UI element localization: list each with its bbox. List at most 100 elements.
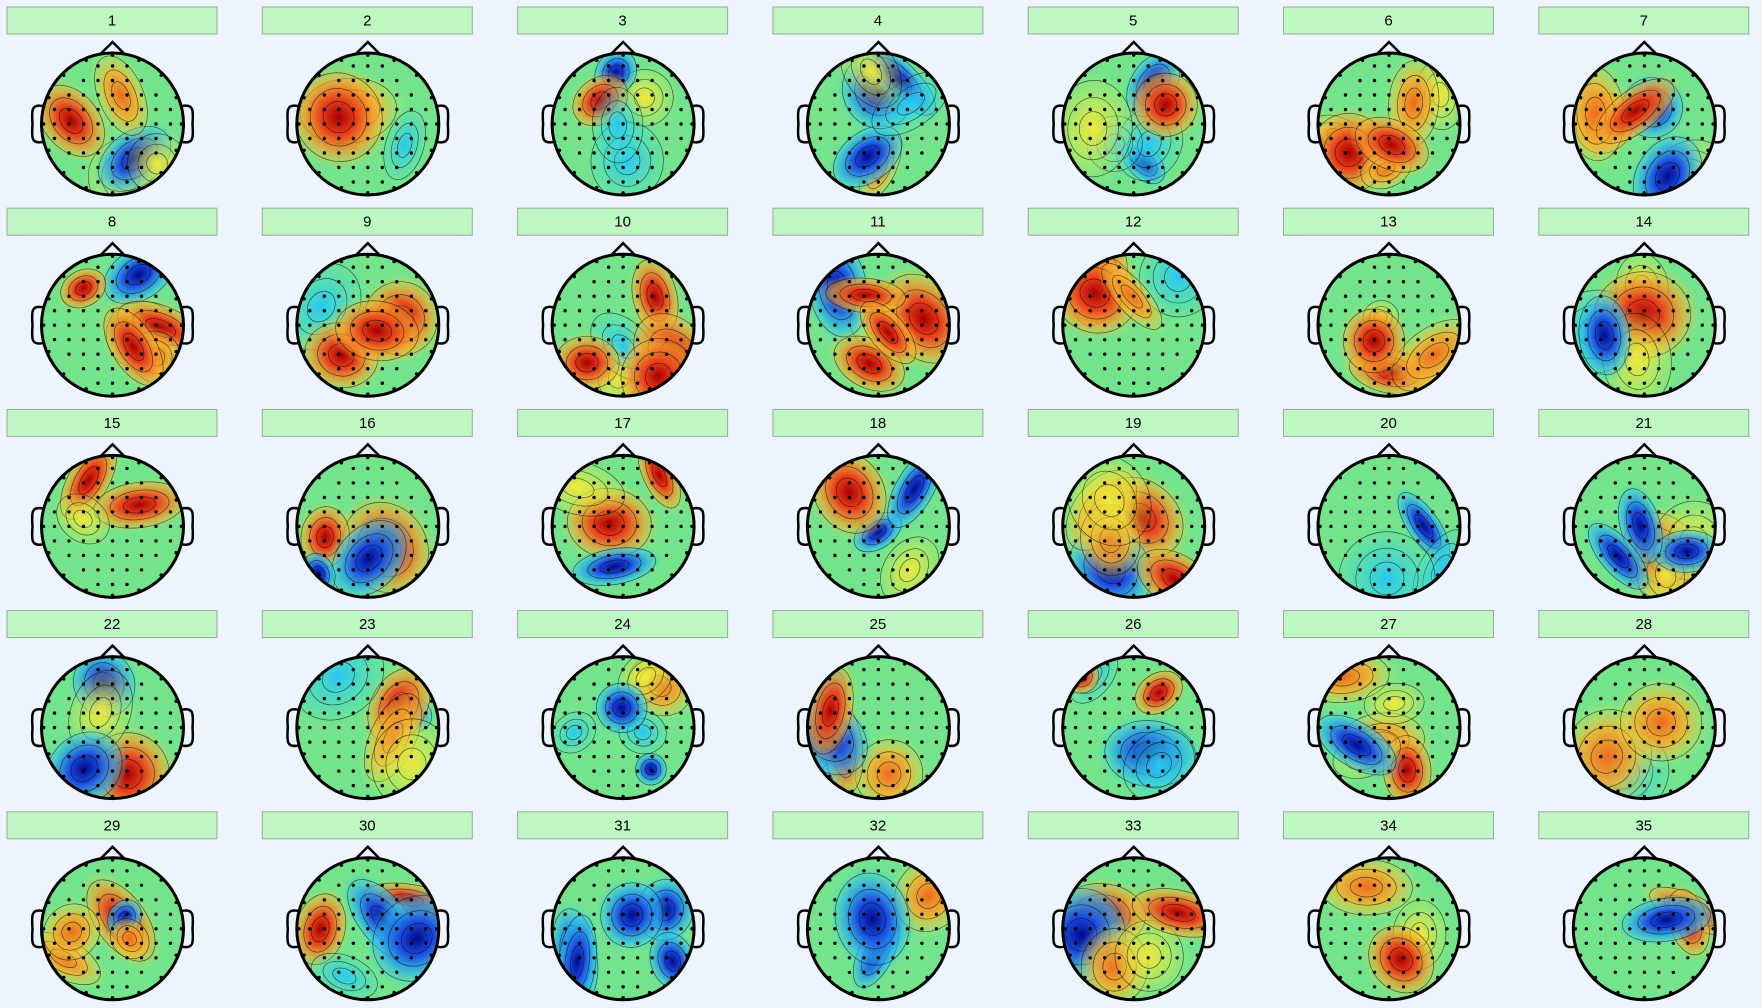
electrode [409, 740, 413, 744]
contour-line [1389, 947, 1414, 972]
electrode [1401, 93, 1406, 97]
component-panel: 7 [1538, 6, 1750, 197]
electrode [1642, 553, 1647, 558]
electrode [920, 495, 924, 500]
electrode [110, 582, 115, 587]
electrode [1657, 912, 1661, 916]
electrode [1103, 553, 1107, 558]
contour-line [1609, 89, 1661, 133]
electrode [395, 151, 399, 155]
contour-line [372, 895, 439, 982]
electrode [1117, 481, 1121, 485]
contour-line [1349, 877, 1384, 898]
electrode [1372, 524, 1377, 529]
electrode [1103, 725, 1107, 730]
electrode [1132, 711, 1136, 715]
scalp-map [296, 53, 439, 195]
electrode [1584, 338, 1589, 342]
electrode [818, 309, 823, 313]
panel-title-bar [1283, 811, 1494, 840]
electrode [1103, 323, 1107, 327]
nose [865, 643, 892, 659]
electrode [110, 985, 115, 989]
electrode [577, 338, 582, 342]
right-ear [1458, 104, 1471, 144]
electrode [679, 338, 683, 342]
electrode [606, 754, 611, 759]
scalp-map [1318, 53, 1460, 195]
panel-title: 22 [104, 616, 121, 633]
electrode [337, 338, 341, 342]
electrode [1103, 352, 1107, 356]
electrode [1416, 294, 1420, 298]
electrode [395, 553, 399, 558]
panel-title-bar [517, 610, 729, 639]
electrode [664, 539, 669, 543]
electrode [1657, 783, 1661, 788]
electrode [322, 898, 326, 902]
electrode [351, 869, 355, 873]
electrode [1416, 136, 1420, 141]
electrode [934, 338, 939, 342]
electrode [862, 122, 866, 126]
contour-line [592, 86, 644, 164]
map-blob [1362, 920, 1440, 999]
electrode [154, 294, 158, 298]
component-panel: 19 [1027, 408, 1239, 599]
electrode [67, 941, 71, 945]
scalp-map [1573, 857, 1716, 1000]
electrode [1132, 941, 1136, 945]
electrode [621, 883, 625, 887]
electrode [1372, 568, 1377, 572]
component-panel: 18 [772, 408, 984, 599]
electrode [862, 740, 866, 744]
electrode [1117, 898, 1121, 902]
panel-title: 17 [614, 415, 631, 432]
electrode [1146, 883, 1150, 887]
scalp-map [1062, 53, 1205, 195]
electrode [395, 338, 399, 342]
electrode [380, 682, 384, 686]
electrode [395, 696, 399, 701]
contour-line [645, 763, 657, 776]
electrode [635, 725, 640, 730]
electrode [818, 136, 823, 141]
electrode [1161, 165, 1165, 170]
contour-line [1143, 678, 1175, 707]
electrode [1599, 294, 1603, 298]
electrode [322, 524, 326, 529]
electrode [1430, 93, 1435, 97]
electrode [52, 136, 57, 141]
electrode [679, 524, 683, 529]
electrode [96, 883, 100, 887]
electrode [322, 711, 326, 715]
electrode [81, 122, 86, 126]
electrode [1358, 927, 1362, 931]
electrode [337, 539, 341, 543]
electrode [154, 912, 158, 916]
electrode [1103, 740, 1107, 744]
head-outline [40, 655, 185, 801]
electrode [351, 78, 355, 83]
electrode [380, 165, 384, 170]
electrode [1584, 510, 1589, 514]
panel-title-bar [261, 207, 473, 236]
panel-title-bar [772, 811, 984, 840]
electrode [1642, 367, 1647, 371]
electrode [847, 754, 852, 759]
electrode [1430, 912, 1435, 916]
contour-line [587, 553, 642, 580]
electrode [125, 883, 129, 887]
electrode [621, 682, 625, 686]
electrode [1700, 309, 1705, 313]
electrode [876, 667, 881, 672]
electrode [125, 553, 129, 558]
electrode [934, 725, 939, 730]
electrode [664, 711, 669, 715]
electrode [1599, 309, 1603, 313]
electrode [395, 927, 399, 931]
electrode [1416, 323, 1420, 327]
right-ear [182, 305, 195, 345]
panel-title: 27 [1380, 616, 1397, 633]
contour-line [109, 918, 150, 960]
